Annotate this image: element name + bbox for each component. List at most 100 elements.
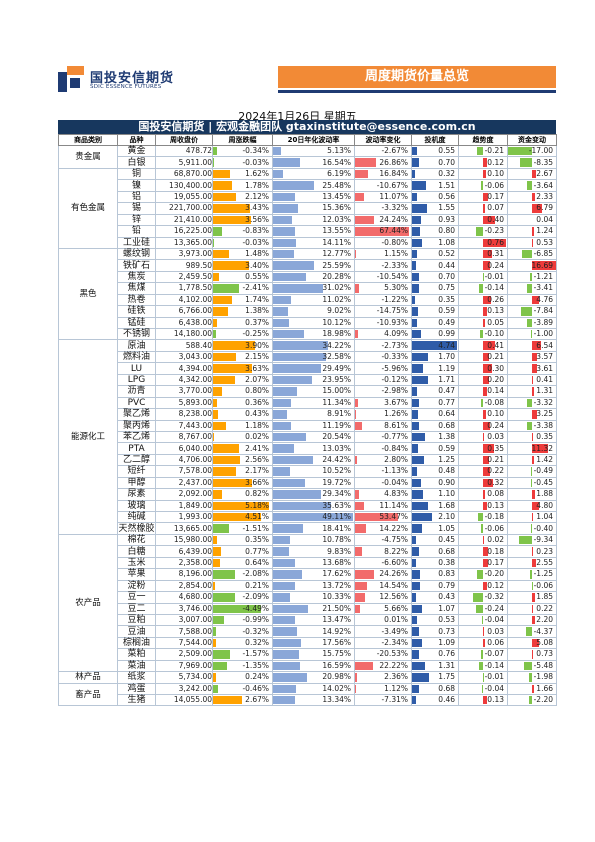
value-bar	[355, 684, 356, 693]
cell-value: -1.21	[533, 272, 553, 282]
cell-value: 0.01%	[384, 615, 408, 625]
value-bar	[483, 215, 495, 225]
value-bar	[518, 535, 532, 545]
annualized-vol: 25.48%	[272, 179, 355, 192]
vol-change: -14.75%	[354, 305, 412, 318]
cell-value: -0.07	[484, 649, 504, 659]
cell-value: -6.60%	[381, 557, 408, 567]
value-bar	[412, 673, 429, 682]
cell-value: 1.04	[536, 512, 553, 522]
value-bar	[481, 684, 483, 693]
cell-value: 8.61%	[384, 420, 408, 430]
speculation: 0.52	[411, 247, 459, 261]
cell-value: 0.31	[487, 249, 504, 259]
cell-value: 0.35	[536, 432, 553, 442]
value-bar	[273, 204, 298, 213]
cell-value: 11.07%	[379, 191, 408, 201]
value-bar	[412, 204, 427, 213]
speculation: 0.47	[411, 385, 459, 398]
close-price: 989.50	[155, 259, 213, 272]
cell-value: 49.11%	[322, 512, 351, 522]
fund-flow: -8.35	[507, 156, 557, 169]
cell-value: 5.08	[536, 638, 553, 648]
weekly-change: 1.74%	[212, 293, 273, 307]
value-bar	[476, 227, 483, 236]
vol-change: 14.22%	[354, 522, 412, 535]
cell-value: -1.13%	[381, 466, 408, 476]
value-bar	[412, 215, 421, 225]
value-bar	[530, 330, 532, 339]
column-header: 波动率变化	[354, 134, 412, 146]
annualized-vol: 13.55%	[272, 225, 355, 238]
cell-value: -2.09%	[242, 592, 269, 602]
close-price: 4,394.00	[155, 362, 213, 375]
cell-value: -14.75%	[376, 306, 408, 316]
speculation: 4.74	[411, 339, 459, 352]
trend: 0.21	[458, 453, 508, 467]
commodity-name: PVC	[117, 396, 156, 410]
cell-value: -0.34%	[242, 146, 269, 156]
column-header: 20日年化波动率	[272, 134, 355, 146]
cell-value: 0.82%	[245, 489, 269, 499]
commodity-name: 甲醇	[117, 476, 156, 490]
category-cell: 农产品	[58, 533, 118, 673]
commodity-name: 豆一	[117, 591, 156, 604]
cell-value: 13.68%	[322, 557, 351, 567]
weekly-change: 0.21%	[212, 579, 273, 593]
value-bar	[273, 398, 292, 408]
cell-value: 2.33	[536, 191, 553, 201]
vol-change: -10.93%	[354, 316, 412, 330]
close-price: 6,766.00	[155, 305, 213, 318]
close-price: 7,544.00	[155, 636, 213, 650]
cell-value: -0.20	[484, 569, 504, 579]
vol-change: -3.32%	[354, 202, 412, 215]
weekly-change: -2.41%	[212, 282, 273, 295]
value-bar	[213, 398, 217, 408]
table-row: 焦炭 2,459.50 0.55% 20.28% -10.54% 0.70 -0.01 -1.…	[59, 270, 557, 284]
value-bar	[355, 284, 360, 293]
annualized-vol: 15.75%	[272, 648, 355, 661]
cell-value: 16.59%	[322, 660, 351, 670]
commodity-name: 尿素	[117, 488, 156, 501]
cell-value: 25.48%	[322, 180, 351, 190]
value-bar	[213, 169, 231, 179]
cell-value: 0.79	[438, 580, 455, 590]
cell-value: 0.32%	[245, 638, 269, 648]
vol-change: 1.15%	[354, 247, 412, 261]
close-price: 4,706.00	[155, 453, 213, 467]
weekly-change: 3.63%	[212, 362, 273, 375]
table-row: 短纤 7,578.00 2.17% 10.52% -1.13% 0.48 0.22 -0.49	[59, 465, 557, 478]
vol-change: -5.96%	[354, 362, 412, 375]
value-bar	[412, 661, 425, 671]
fund-flow: 4.80	[507, 499, 557, 513]
cell-value: 13.03%	[322, 443, 351, 453]
value-bar	[273, 524, 303, 533]
commodity-name: 玻璃	[117, 499, 156, 513]
close-price: 15,980.00	[155, 533, 213, 547]
column-header: 周涨跌幅	[212, 134, 273, 146]
close-price: 1,993.00	[155, 510, 213, 524]
report-banner: 周度期货价量总览	[278, 66, 556, 88]
value-bar	[273, 673, 307, 682]
fund-flow: 5.08	[507, 636, 557, 650]
weekly-change: 0.24%	[212, 671, 273, 684]
cell-value: 8.91%	[327, 409, 351, 419]
speculation: 1.31	[411, 659, 459, 673]
cell-value: 5.30%	[384, 283, 408, 293]
cell-value: 16.84%	[379, 169, 408, 179]
value-bar	[532, 455, 534, 465]
cell-value: 2.80%	[384, 455, 408, 465]
value-bar	[213, 673, 216, 682]
value-bar	[213, 249, 229, 259]
logo-text-cn: 国投安信期货	[90, 71, 175, 86]
close-price: 3,746.00	[155, 602, 213, 615]
cell-value: 0.55	[438, 146, 455, 156]
value-bar	[412, 421, 419, 430]
commodity-name: 聚乙烯	[117, 408, 156, 421]
cell-value: 10.52%	[322, 466, 351, 476]
logo-text-en: SDIC ESSENCE FUTURES	[90, 84, 162, 90]
commodity-name: 苯乙烯	[117, 430, 156, 444]
table-row: PTA 6,040.00 2.41% 13.03% -0.84% 0.59 0.35 11.3…	[59, 442, 557, 455]
fund-flow: -4.37	[507, 625, 557, 638]
cell-value: 19.72%	[322, 477, 351, 487]
